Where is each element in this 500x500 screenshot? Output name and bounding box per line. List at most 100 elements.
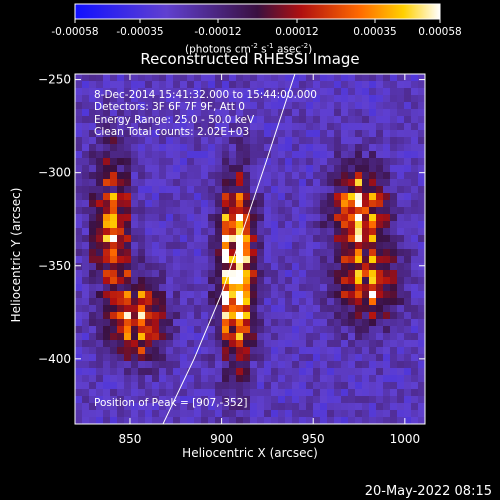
heatmap-cell [348,179,356,187]
heatmap-cell [299,298,307,306]
heatmap-cell [187,305,195,313]
heatmap-cell [390,389,398,397]
heatmap-cell [187,228,195,236]
heatmap-cell [131,277,139,285]
heatmap-cell [271,396,279,404]
x-tick-label: 950 [302,432,325,446]
heatmap-cell [355,74,363,82]
heatmap-cell [257,102,265,110]
heatmap-cell [411,242,419,250]
heatmap-cell [194,263,202,271]
heatmap-cell [75,291,83,299]
heatmap-cell [89,305,97,313]
heatmap-cell [180,109,188,117]
heatmap-cell [208,102,216,110]
heatmap-cell [334,228,342,236]
heatmap-cell [82,165,90,173]
heatmap-cell [306,305,314,313]
heatmap-cell [131,410,139,418]
heatmap-cell [103,284,111,292]
heatmap-cell [355,410,363,418]
heatmap-cell [418,137,425,145]
heatmap-cell [117,340,125,348]
heatmap-cell [390,123,398,131]
heatmap-cell [250,158,258,166]
heatmap-cell [320,375,328,383]
heatmap-cell [110,256,118,264]
heatmap-cell [243,403,251,411]
heatmap-cell [96,249,104,257]
heatmap-cell [103,200,111,208]
heatmap-cell [278,144,286,152]
heatmap-cell [236,249,244,257]
heatmap-cell [418,403,425,411]
heatmap-cell [152,277,160,285]
heatmap-cell [334,158,342,166]
heatmap-cell [278,291,286,299]
heatmap-cell [404,347,412,355]
heatmap-cell [89,179,97,187]
heatmap-cell [103,214,111,222]
heatmap-cell [243,382,251,390]
heatmap-cell [187,333,195,341]
heatmap-cell [285,186,293,194]
heatmap-cell [313,130,321,138]
heatmap-cell [75,410,83,418]
heatmap-cell [390,375,398,383]
heatmap-cell [222,319,230,327]
heatmap-cell [152,186,160,194]
heatmap-cell [306,417,314,424]
heatmap-cell [334,130,342,138]
heatmap-cell [75,186,83,194]
heatmap-cell [166,382,174,390]
heatmap-cell [180,130,188,138]
heatmap-cell [369,193,377,201]
heatmap-cell [166,172,174,180]
heatmap-cell [355,207,363,215]
heatmap-cell [250,123,258,131]
heatmap-cell [117,410,125,418]
heatmap-cell [278,361,286,369]
heatmap-cell [320,186,328,194]
heatmap-cell [96,144,104,152]
heatmap-cell [362,326,370,334]
heatmap-cell [236,116,244,124]
heatmap-cell [152,326,160,334]
heatmap-cell [89,81,97,89]
heatmap-cell [159,228,167,236]
heatmap-cell [334,116,342,124]
heatmap-cell [96,137,104,145]
heatmap-cell [103,172,111,180]
heatmap-cell [362,396,370,404]
heatmap-cell [131,88,139,96]
heatmap-cell [257,207,265,215]
heatmap-cell [404,263,412,271]
heatmap-cell [355,130,363,138]
heatmap-cell [166,137,174,145]
heatmap-cell [306,214,314,222]
heatmap-cell [376,235,384,243]
heatmap-cell [208,242,216,250]
heatmap-cell [278,375,286,383]
heatmap-cell [173,207,181,215]
heatmap-cell [180,144,188,152]
heatmap-cell [103,375,111,383]
heatmap-cell [124,242,132,250]
heatmap-cell [110,200,118,208]
heatmap-cell [320,151,328,159]
heatmap-cell [243,81,251,89]
heatmap-cell [243,305,251,313]
heatmap-cell [82,396,90,404]
heatmap-cell [299,200,307,208]
heatmap-cell [236,151,244,159]
heatmap-cell [110,102,118,110]
colorbar-tick-label: 0.00012 [275,26,318,38]
heatmap-cell [89,284,97,292]
heatmap-cell [96,242,104,250]
heatmap-cell [82,116,90,124]
heatmap-cell [180,256,188,264]
heatmap-cell [180,312,188,320]
heatmap-cell [194,319,202,327]
heatmap-cell [194,368,202,376]
heatmap-cell [397,186,405,194]
